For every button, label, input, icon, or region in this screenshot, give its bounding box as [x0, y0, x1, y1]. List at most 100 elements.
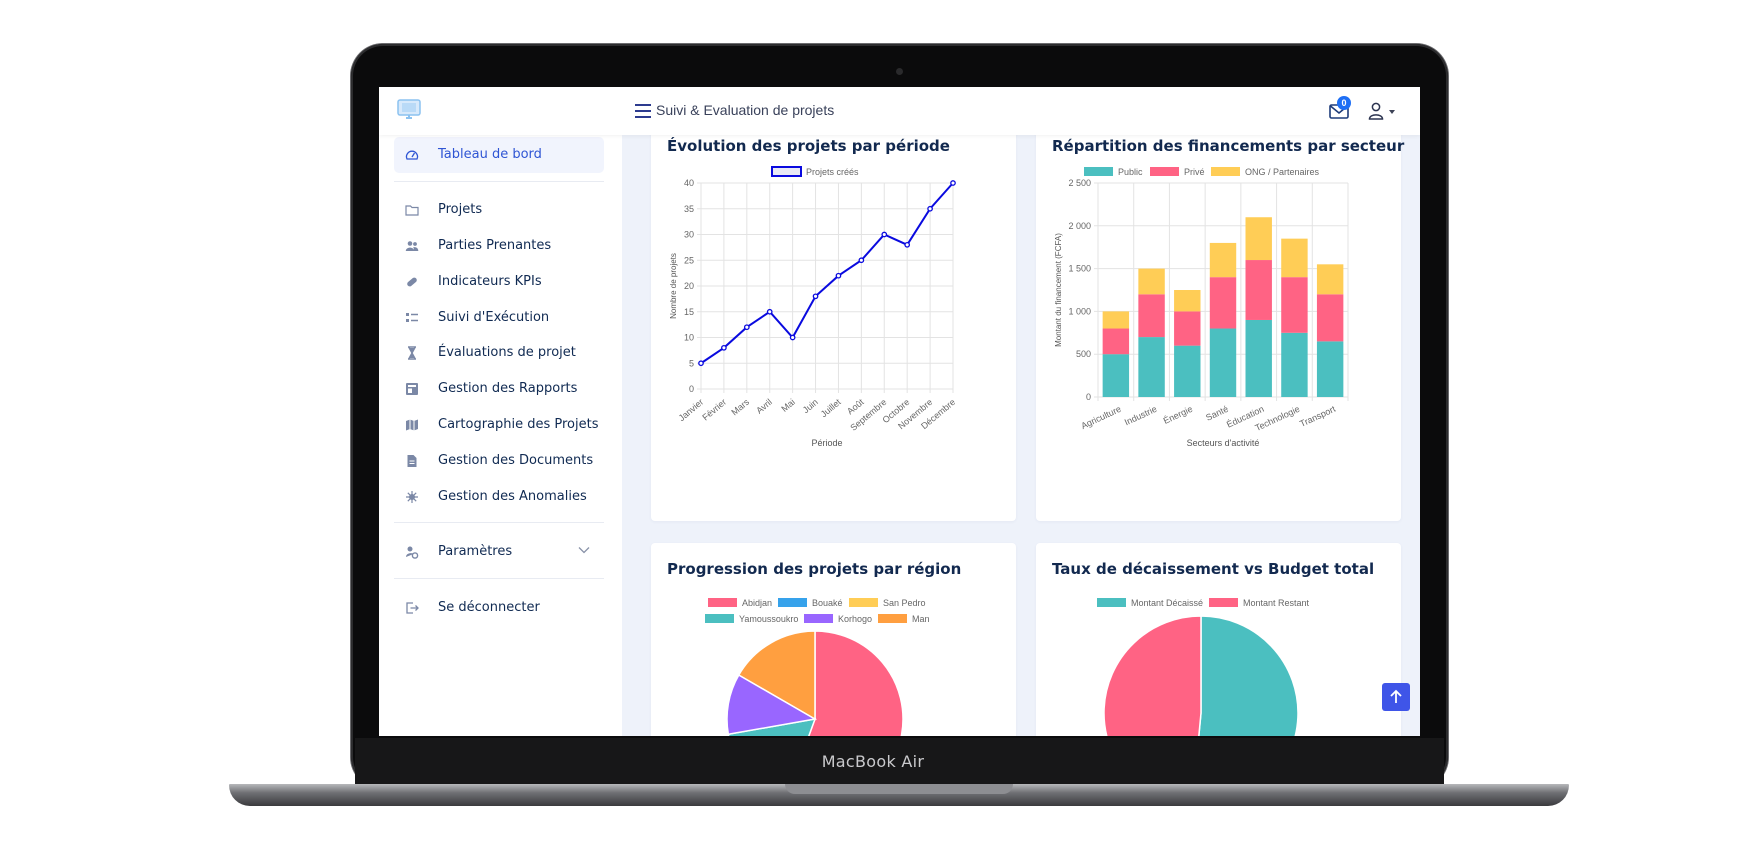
sidebar-item-anomalies[interactable]: Gestion des Anomalies [394, 479, 604, 515]
bar-segment [1281, 238, 1308, 278]
y-tick-label: 2 000 [1068, 221, 1091, 231]
bar-segment [1316, 341, 1344, 397]
bar-segment [1316, 264, 1344, 295]
y-axis-title: Montant du financement (FCFA) [1054, 233, 1063, 347]
settings-icon [406, 546, 419, 559]
y-tick-label: 1 500 [1068, 264, 1091, 274]
sidebar-item-rapports[interactable]: Gestion des Rapports [394, 371, 604, 407]
pie-slice [1103, 615, 1202, 736]
legend-swatch [1209, 598, 1238, 607]
x-tick-label: Industrie [1123, 404, 1159, 428]
chevron-down-icon[interactable] [1389, 110, 1395, 114]
y-tick-label: 5 [689, 358, 694, 368]
bar-segment [1102, 354, 1130, 397]
y-tick-label: 1 000 [1068, 306, 1091, 316]
bar-segment [1138, 337, 1165, 397]
legend-swatch [708, 598, 737, 607]
legend-swatch [878, 614, 907, 623]
data-point [904, 241, 911, 248]
sidebar-item-label: Cartographie des Projets [438, 417, 599, 432]
bar-segment [1281, 332, 1308, 397]
legend-label: ONG / Partenaires [1245, 167, 1320, 177]
user-icon[interactable] [1368, 102, 1384, 120]
data-point [698, 360, 704, 367]
chart-title: Progression des projets par région [667, 560, 962, 578]
legend-swatch [705, 614, 734, 623]
sidebar-item-label: Se déconnecter [438, 600, 540, 615]
bar-segment [1174, 311, 1201, 346]
data-point [812, 293, 819, 300]
legend-swatch [849, 598, 878, 607]
bar-segment [1209, 242, 1237, 278]
legend-swatch [1211, 167, 1240, 176]
chart-card-evolution: Évolution des projets par période 0 5 10 15… [651, 131, 1016, 521]
chart-card-decaissement: Taux de décaissement vs Budget total Mon… [1036, 543, 1401, 736]
sidebar-item-cartographie[interactable]: Cartographie des Projets [394, 407, 604, 443]
legend-label: Korhogo [838, 614, 872, 624]
hamburger-icon[interactable] [634, 103, 652, 119]
bar-segment [1174, 290, 1201, 312]
y-tick-label: 20 [684, 281, 694, 291]
bar-segment [1138, 268, 1165, 295]
pill-icon [407, 277, 417, 287]
y-tick-label: 35 [684, 204, 694, 214]
x-tick-label: Juin [801, 397, 820, 415]
bar-segment [1245, 319, 1272, 397]
legend-label: Montant Décaissé [1131, 598, 1203, 608]
divider [394, 181, 604, 182]
legend-swatch [1084, 167, 1113, 176]
bar-segment [1281, 277, 1308, 333]
sidebar-item-dashboard[interactable]: Tableau de bord [394, 137, 604, 173]
bar-segment [1209, 328, 1237, 397]
sidebar-item-suivi-execution[interactable]: Suivi d'Exécution [394, 300, 604, 336]
folder-icon [405, 205, 419, 216]
x-tick-label: Transport [1298, 404, 1337, 429]
document-icon [407, 455, 417, 467]
sidebar-item-evaluations[interactable]: Évaluations de projet [394, 335, 604, 371]
y-tick-label: 0 [1086, 392, 1091, 402]
y-tick-label: 0 [689, 384, 694, 394]
divider [394, 578, 604, 579]
pie-slice [737, 630, 816, 721]
y-tick-label: 25 [684, 255, 694, 265]
y-axis-title: Nombre de projets [669, 253, 678, 319]
bug-icon [406, 491, 418, 503]
legend-swatch [1150, 167, 1179, 176]
sidebar-item-parties-prenantes[interactable]: Parties Prenantes [394, 228, 604, 264]
legend-swatch [1097, 598, 1126, 607]
legend-label: Abidjan [742, 598, 772, 608]
sidebar-item-label: Évaluations de projet [438, 345, 576, 360]
legend-label: Public [1118, 167, 1143, 177]
scroll-to-top-button[interactable] [1382, 683, 1410, 711]
data-point [950, 180, 956, 186]
data-point [927, 205, 933, 212]
chart-title: Taux de décaissement vs Budget total [1052, 560, 1375, 578]
x-axis-title: Secteurs d'activité [1187, 438, 1260, 448]
monitor-logo-icon[interactable] [397, 99, 421, 121]
data-point [858, 257, 865, 264]
sidebar: Tableau de bord Projets Parties Prenante… [379, 135, 622, 736]
sidebar-item-label: Suivi d'Exécution [438, 310, 550, 325]
pie-chart: Abidjan Bouaké San Pedro Yamoussoukro Korhog… [705, 598, 930, 736]
x-tick-label: Mars [729, 397, 751, 418]
bar-segment [1316, 294, 1344, 342]
x-tick-label: Avril [754, 397, 774, 416]
bar-segment [1245, 217, 1272, 261]
sidebar-item-label: Projets [438, 202, 483, 217]
sidebar-item-parametres[interactable]: Paramètres [394, 534, 604, 570]
pie-slice [1198, 615, 1299, 736]
sidebar-item-indicateurs-kpis[interactable]: Indicateurs KPIs [394, 264, 604, 300]
sidebar-item-documents[interactable]: Gestion des Documents [394, 443, 604, 479]
chart-card-regions: Progression des projets par région Abidj… [651, 543, 1016, 736]
data-point [766, 308, 773, 315]
x-axis-title: Période [811, 438, 842, 448]
chevron-down-icon[interactable] [578, 546, 590, 554]
y-tick-label: 40 [684, 178, 694, 188]
legend-label: Bouaké [812, 598, 843, 608]
sidebar-item-logout[interactable]: Se déconnecter [394, 590, 604, 626]
pie-slice [808, 630, 904, 736]
sidebar-item-label: Paramètres [438, 544, 513, 559]
sidebar-item-projets[interactable]: Projets [394, 192, 604, 228]
sidebar-item-label: Gestion des Rapports [438, 381, 578, 396]
